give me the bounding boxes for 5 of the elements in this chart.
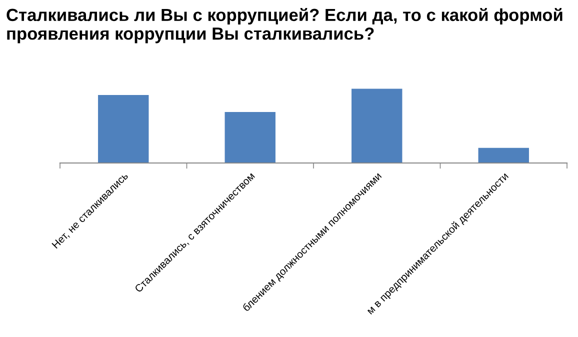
chart-title: Сталкивались ли Вы с коррупцией? Если да, то с какой формой проявления коррупции Вы сталкивались?: [6, 8, 562, 44]
bar: [352, 88, 402, 163]
bar: [98, 95, 149, 163]
bar: [224, 112, 276, 163]
bar: [478, 148, 529, 163]
